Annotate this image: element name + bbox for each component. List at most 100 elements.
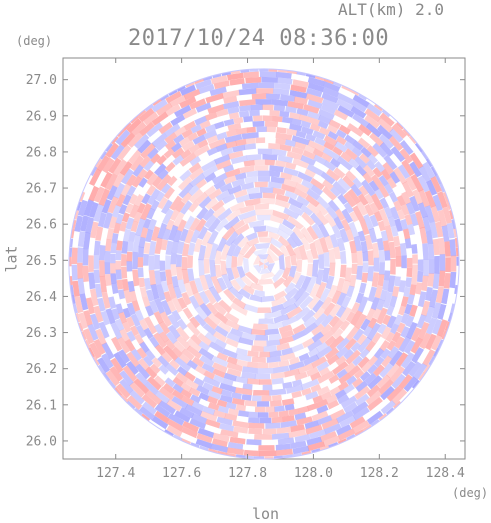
echo-cell — [268, 411, 279, 418]
echo-cell — [341, 208, 354, 224]
echo-cell — [155, 139, 168, 152]
echo-cell — [268, 181, 283, 189]
echo-cell — [373, 356, 385, 368]
echo-cell — [253, 225, 267, 233]
echo-cell — [362, 251, 369, 262]
echo-cell — [266, 93, 281, 100]
echo-cell — [432, 238, 440, 256]
echo-cell — [231, 219, 246, 231]
echo-cell — [147, 376, 162, 391]
echo-cell — [296, 71, 307, 76]
echo-cell — [259, 260, 264, 267]
echo-cell — [438, 270, 446, 287]
echo-cell — [276, 426, 291, 434]
echo-cell — [354, 429, 364, 437]
echo-cell — [145, 366, 158, 379]
echo-cell — [154, 254, 160, 270]
echo-cell — [435, 286, 444, 304]
echo-cell — [149, 300, 159, 314]
echo-cell — [174, 356, 192, 372]
echo-cell — [142, 355, 154, 367]
echo-cell — [274, 405, 285, 412]
echo-cell — [203, 316, 218, 330]
echo-cell — [243, 244, 257, 259]
echo-cell — [293, 287, 306, 302]
echo-cell — [198, 84, 215, 94]
echo-cell — [189, 418, 206, 430]
echo-cell — [130, 348, 142, 362]
echo-cell — [306, 263, 314, 277]
echo-cell — [173, 340, 186, 353]
echo-cell — [101, 199, 112, 214]
echo-cell — [225, 168, 241, 178]
echo-cell — [129, 381, 145, 398]
echo-cell — [148, 255, 155, 271]
echo-cell — [158, 121, 173, 135]
echo-cell — [269, 243, 284, 257]
echo-cell — [377, 117, 394, 133]
echo-cell — [196, 206, 209, 221]
echo-cell — [134, 407, 143, 416]
echo-cell — [139, 121, 155, 137]
echo-cell — [235, 138, 247, 147]
echo-cell — [339, 264, 347, 278]
echo-cell — [311, 410, 329, 422]
echo-cell — [88, 255, 94, 272]
echo-cell — [126, 185, 137, 197]
echo-cell — [376, 299, 385, 311]
echo-cell — [242, 257, 250, 274]
echo-cell — [284, 255, 292, 269]
echo-cell — [170, 252, 177, 265]
echo-cell — [171, 142, 182, 153]
echo-cell — [113, 182, 126, 199]
echo-cell — [250, 328, 266, 336]
echo-cell — [151, 98, 168, 113]
echo-cell — [300, 120, 312, 129]
echo-cell — [243, 303, 258, 313]
y-tick-label: 26.2 — [26, 362, 57, 377]
echo-cell — [272, 394, 282, 402]
echo-cell — [143, 327, 154, 340]
echo-cell — [174, 200, 186, 213]
echo-cell — [120, 132, 136, 148]
echo-cell — [211, 385, 223, 395]
echo-cell — [223, 288, 236, 302]
echo-cell — [367, 375, 383, 390]
echo-cell — [278, 324, 293, 334]
echo-cell — [126, 351, 140, 368]
echo-cell — [344, 337, 357, 351]
echo-cell — [101, 353, 114, 369]
echo-cell — [169, 209, 180, 222]
echo-cell — [143, 160, 155, 172]
echo-cell — [99, 260, 105, 277]
echo-cell — [206, 146, 219, 156]
echo-cell — [373, 364, 385, 377]
echo-cell — [343, 401, 358, 414]
echo-cell — [332, 146, 343, 156]
echo-cell — [98, 321, 110, 339]
echo-cell — [223, 215, 240, 231]
y-axis-unit: (deg) — [16, 34, 53, 48]
echo-cell — [169, 195, 183, 211]
echo-cell — [251, 93, 267, 100]
echo-cell — [105, 142, 119, 158]
echo-cell — [336, 292, 347, 307]
echo-cell — [346, 285, 355, 298]
echo-cell — [325, 275, 335, 290]
echo-cell — [175, 326, 190, 342]
echo-cell — [215, 189, 231, 202]
echo-cell — [274, 199, 291, 209]
echo-cell — [410, 327, 422, 342]
echo-cell — [404, 238, 412, 249]
echo-cell — [367, 250, 374, 266]
echo-cell — [292, 323, 306, 335]
echo-cell — [305, 73, 316, 79]
echo-cell — [321, 418, 339, 430]
echo-cell — [352, 205, 365, 222]
echo-cell — [445, 257, 451, 273]
echo-cell — [355, 380, 369, 393]
echo-cell — [291, 146, 305, 155]
echo-cell — [171, 346, 183, 358]
echo-cell — [318, 223, 330, 238]
echo-cell — [227, 442, 244, 450]
